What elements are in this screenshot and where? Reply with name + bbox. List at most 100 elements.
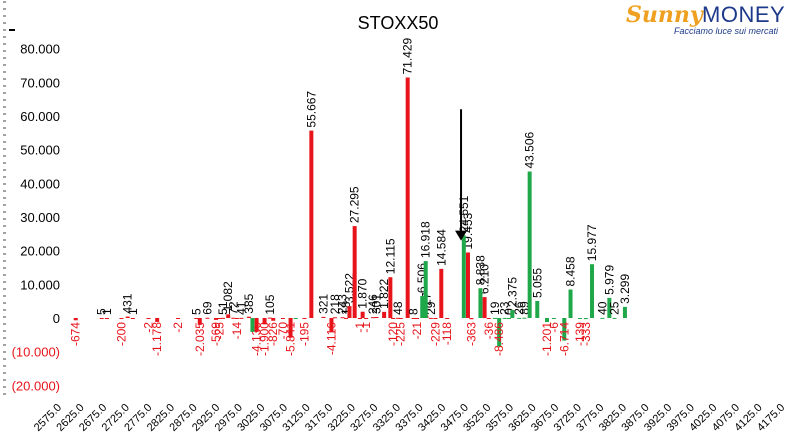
data-label: -36 [482,322,496,340]
bar [395,317,400,319]
y-tick-label: 50.000 [20,143,60,158]
data-label: -14 [230,322,244,340]
data-label: -4.116 [324,322,338,355]
data-label: 15.977 [585,224,599,261]
data-label: 8.458 [564,256,578,286]
data-label: -8.486 [492,322,506,356]
data-label: -826 [266,322,280,346]
bar [522,317,527,319]
arrow-head [455,230,468,241]
data-label: -1.178 [150,322,164,356]
data-label: 12.115 [383,238,397,274]
data-label: 23 [498,301,512,315]
data-label: 24.551 [457,195,471,232]
bar [347,306,352,318]
data-label: -6 [547,322,561,333]
data-label: 1.082 [221,281,235,311]
data-label: 243 [336,294,350,314]
data-label: 16.918 [419,221,433,258]
bar [371,317,376,319]
data-label: -118 [440,322,454,345]
bar [577,318,582,319]
bar [391,318,396,319]
bar [344,317,349,319]
bar [246,316,251,318]
bar [600,317,605,319]
data-label: 5 [95,308,109,315]
bar [205,317,210,319]
bar [590,264,595,318]
y-tick-label: 80.000 [20,42,60,57]
data-label: 1 [126,308,140,315]
data-label: -1 [353,322,367,333]
data-label: 6.210 [478,264,492,294]
bar [492,317,497,319]
bar [607,297,612,318]
bar [517,317,522,319]
bar [119,318,124,319]
bar [612,317,617,319]
data-label: 41 [234,301,248,315]
bar [423,261,428,318]
data-label: -25 [213,322,227,340]
data-label: 431 [121,293,135,313]
bar [562,318,567,341]
data-label: -225 [394,322,408,346]
bar [469,318,474,320]
x-axis: 2575.02625.02675.02725.02775.02825.02875… [32,402,787,434]
data-label: 1.822 [377,279,391,309]
data-label: 25 [608,301,622,315]
data-label: 72 [226,301,240,315]
bar [622,306,627,318]
bar [197,318,202,325]
bar [527,171,532,318]
bar [482,297,487,318]
data-label: -21 [410,322,424,340]
bar [465,252,470,318]
bar [439,268,444,318]
bar [329,318,334,332]
data-label: 2.375 [505,277,519,307]
bar [382,311,387,318]
data-label: 5.055 [530,268,544,298]
data-label: -2 [141,322,155,333]
bar [568,289,573,318]
bar [551,318,556,319]
data-label: 48 [391,301,405,315]
bar [360,311,365,318]
bar [583,318,588,320]
y-tick-label: 70.000 [20,75,60,90]
data-label: 8.838 [473,255,487,285]
bar [214,318,219,320]
bar [411,317,416,319]
bar [433,318,438,319]
data-label: 1.870 [356,278,370,308]
data-label: 3.299 [618,274,632,304]
bar [388,277,393,318]
data-label: 51 [216,301,230,315]
data-label: -5.841 [284,322,298,356]
bar [254,318,259,332]
data-label: 19 [488,301,502,315]
data-label: 246 [366,294,380,314]
data-label: -6.714 [557,322,571,356]
bar [535,300,540,318]
bar [405,77,410,318]
bar [288,318,293,338]
y-axis: (20.000) (10.000) 0 10.000 20.000 30.000 40.00… [3,1,60,395]
bar [445,318,450,319]
bar [104,317,109,319]
data-label: 71.429 [401,37,415,74]
bar [130,317,135,319]
bar [262,318,267,325]
data-label: 69 [200,301,214,315]
data-label: -2 [171,322,185,333]
data-label: 8 [407,308,421,315]
data-label: -200 [114,322,128,346]
data-label: -139 [573,322,587,346]
annotations [455,109,468,241]
y-tick-label: (10.000) [12,345,60,360]
y-tick-label: 30.000 [20,210,60,225]
chart-title: STOXX50 [358,13,439,33]
